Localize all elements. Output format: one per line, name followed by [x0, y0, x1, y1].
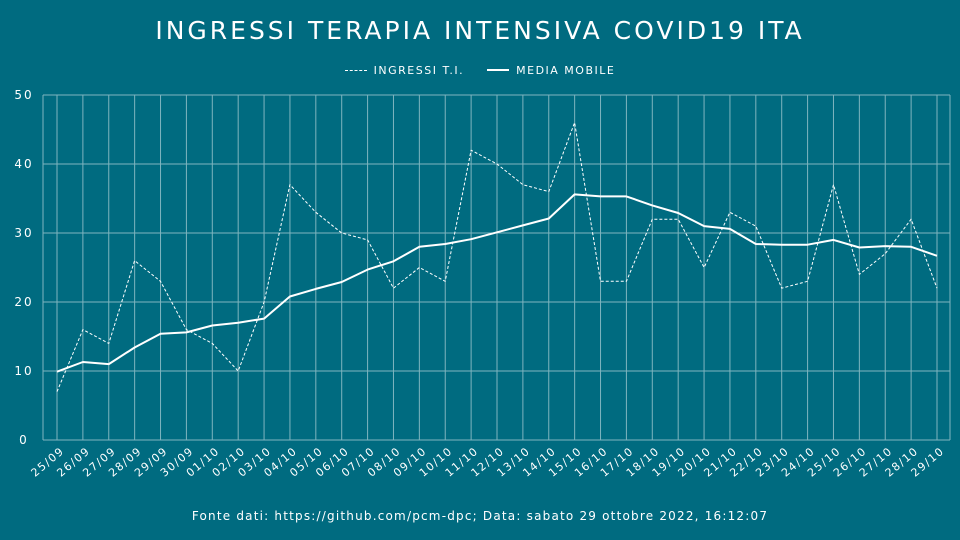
y-tick-label: 0: [19, 433, 29, 447]
legend-label-ingressi: INGRESSI T.I.: [373, 64, 465, 77]
y-tick-label: 40: [14, 157, 33, 171]
series-line-media-mobile: [56, 193, 938, 373]
source-note: Fonte dati: https://github.com/pcm-dpc; …: [191, 509, 769, 523]
legend-label-media: MEDIA MOBILE: [516, 63, 616, 77]
y-tick-label: 30: [14, 226, 33, 240]
legend: INGRESSI T.I. MEDIA MOBILE: [0, 61, 960, 77]
chart-title: INGRESSI TERAPIA INTENSIVA COVID19 ITA: [155, 16, 805, 45]
legend-item-ingressi: INGRESSI T.I.: [344, 64, 465, 77]
y-tick-label: 20: [14, 295, 33, 309]
y-tick-label: 10: [14, 364, 33, 378]
legend-item-media: MEDIA MOBILE: [487, 64, 615, 77]
y-tick-label: 50: [14, 88, 33, 102]
legend-dashed-line-swatch: [344, 70, 367, 71]
legend-solid-line-swatch: [487, 69, 510, 71]
series-line-ingressi: [56, 122, 938, 392]
